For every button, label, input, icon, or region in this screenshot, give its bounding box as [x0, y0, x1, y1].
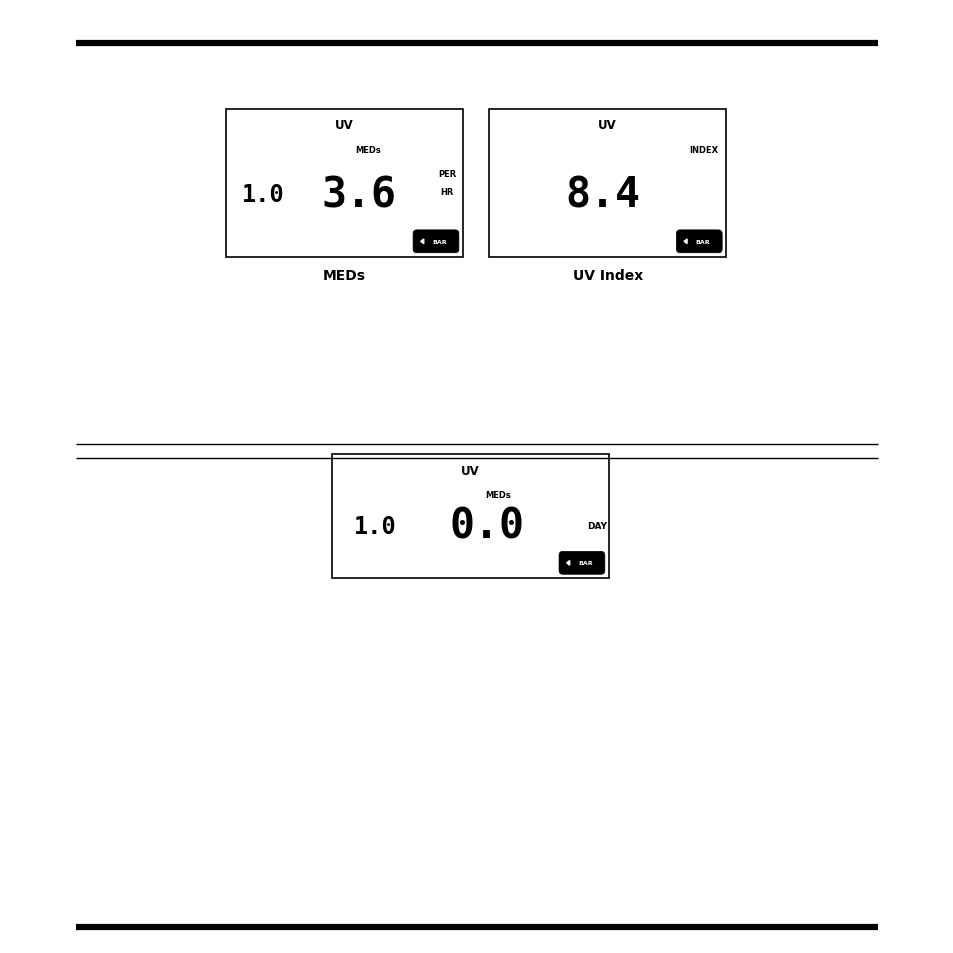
- Text: BAR: BAR: [578, 560, 593, 566]
- Text: PER: PER: [437, 170, 456, 179]
- Text: UV: UV: [335, 119, 354, 132]
- Text: HR: HR: [440, 188, 454, 197]
- Polygon shape: [683, 240, 686, 244]
- Text: 3.6: 3.6: [321, 174, 395, 216]
- Text: 1.0: 1.0: [354, 515, 395, 538]
- FancyBboxPatch shape: [413, 231, 458, 253]
- Text: MEDs: MEDs: [322, 269, 366, 283]
- Bar: [332, 455, 608, 578]
- Polygon shape: [420, 240, 423, 244]
- Polygon shape: [566, 561, 569, 565]
- Bar: [226, 110, 462, 257]
- Text: MEDs: MEDs: [485, 491, 510, 499]
- Text: UV: UV: [460, 464, 479, 477]
- Text: UV Index: UV Index: [572, 269, 642, 283]
- Text: BAR: BAR: [432, 239, 447, 245]
- FancyBboxPatch shape: [558, 552, 604, 575]
- Text: DAY: DAY: [587, 522, 606, 531]
- Text: UV: UV: [598, 119, 617, 132]
- Text: 0.0: 0.0: [449, 505, 524, 547]
- Text: MEDs: MEDs: [355, 146, 380, 154]
- Bar: [489, 110, 725, 257]
- FancyBboxPatch shape: [676, 231, 721, 253]
- Text: INDEX: INDEX: [688, 146, 718, 154]
- Text: BAR: BAR: [695, 239, 710, 245]
- Text: 1.0: 1.0: [241, 183, 284, 207]
- Text: 8.4: 8.4: [565, 174, 639, 216]
